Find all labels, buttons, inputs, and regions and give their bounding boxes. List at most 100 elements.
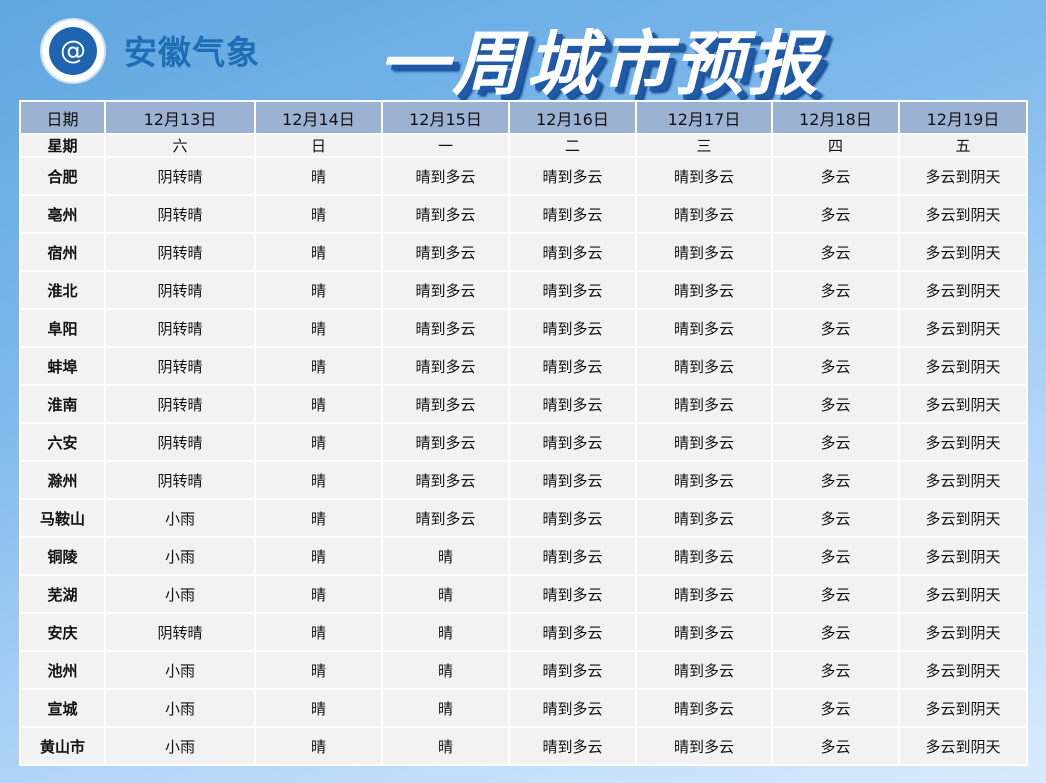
forecast-cell: 晴到多云 (508, 422, 637, 462)
forecast-cell: 晴到多云 (381, 460, 510, 500)
forecast-cell: 阴转晴 (104, 422, 256, 462)
header-date-label: 日期 (19, 100, 106, 135)
forecast-cell: 晴 (381, 574, 510, 614)
table-row: 宣城 小雨晴晴晴到多云 晴到多云 多云 多云到阴天 (19, 688, 1028, 728)
forecast-cell: 阴转晴 (104, 384, 256, 424)
forecast-cell: 晴 (381, 612, 510, 652)
forecast-cell: 小雨 (104, 574, 256, 614)
table-row: 合肥 阴转晴晴晴到多云 晴到多云 晴到多云 多云 多云到阴天 (19, 156, 1028, 196)
forecast-cell: 阴转晴 (104, 308, 256, 348)
forecast-cell: 晴 (254, 422, 383, 462)
forecast-cell: 晴到多云 (508, 232, 637, 272)
brand-name: 安徽气象 (124, 33, 260, 72)
forecast-cell: 多云 (771, 612, 900, 652)
forecast-cell: 多云 (771, 536, 900, 576)
forecast-cell: 晴到多云 (381, 498, 510, 538)
forecast-cell: 晴 (254, 156, 383, 196)
forecast-cell: 多云到阴天 (898, 422, 1028, 462)
city-name: 淮北 (19, 270, 106, 310)
forecast-cell: 晴到多云 (635, 194, 773, 234)
header-date: 12月18日 (771, 100, 900, 135)
forecast-cell: 小雨 (104, 650, 256, 690)
forecast-cell: 多云到阴天 (898, 384, 1028, 424)
forecast-cell: 晴到多云 (635, 308, 773, 348)
forecast-cell: 晴到多云 (635, 384, 773, 424)
forecast-cell: 多云 (771, 308, 900, 348)
weekday-cell: 二 (508, 133, 637, 158)
header-date: 12月15日 (381, 100, 510, 135)
forecast-cell: 多云到阴天 (898, 498, 1028, 538)
table-row: 六安 阴转晴晴晴到多云 晴到多云 晴到多云 多云 多云到阴天 (19, 422, 1028, 462)
city-name: 宣城 (19, 688, 106, 728)
table-row: 马鞍山 小雨晴晴到多云 晴到多云 晴到多云 多云 多云到阴天 (19, 498, 1028, 538)
forecast-cell: 多云到阴天 (898, 346, 1028, 386)
forecast-cell: 阴转晴 (104, 232, 256, 272)
forecast-cell: 阴转晴 (104, 156, 256, 196)
forecast-cell: 多云 (771, 156, 900, 196)
weekday-cell: 六 (104, 133, 256, 158)
weekday-cell: 日 (254, 133, 383, 158)
forecast-cell: 多云 (771, 270, 900, 310)
city-name: 滁州 (19, 460, 106, 500)
forecast-cell: 晴到多云 (635, 574, 773, 614)
forecast-cell: 阴转晴 (104, 194, 256, 234)
table-row: 阜阳 阴转晴晴晴到多云 晴到多云 晴到多云 多云 多云到阴天 (19, 308, 1028, 348)
city-name: 马鞍山 (19, 498, 106, 538)
header-date: 12月19日 (898, 100, 1028, 135)
forecast-cell: 晴到多云 (508, 574, 637, 614)
forecast-cell: 晴 (381, 650, 510, 690)
forecast-cell: 多云 (771, 346, 900, 386)
forecast-cell: 晴到多云 (635, 498, 773, 538)
forecast-cell: 多云 (771, 574, 900, 614)
table-row: 铜陵 小雨晴晴晴到多云 晴到多云 多云 多云到阴天 (19, 536, 1028, 576)
header-date: 12月14日 (254, 100, 383, 135)
forecast-cell: 晴到多云 (508, 308, 637, 348)
city-name: 安庆 (19, 612, 106, 652)
city-name: 黄山市 (19, 726, 106, 766)
forecast-cell: 晴到多云 (508, 726, 637, 766)
forecast-cell: 晴到多云 (635, 688, 773, 728)
table-row: 宿州 阴转晴晴晴到多云 晴到多云 晴到多云 多云 多云到阴天 (19, 232, 1028, 272)
forecast-cell: 多云到阴天 (898, 650, 1028, 690)
table-row: 蚌埠 阴转晴晴晴到多云 晴到多云 晴到多云 多云 多云到阴天 (19, 346, 1028, 386)
cloud-emblem-icon: @ (40, 18, 106, 84)
forecast-cell: 晴 (254, 232, 383, 272)
forecast-cell: 小雨 (104, 688, 256, 728)
forecast-cell: 多云到阴天 (898, 156, 1028, 196)
forecast-cell: 多云到阴天 (898, 194, 1028, 234)
forecast-cell: 晴 (381, 536, 510, 576)
weekday-cell: 一 (381, 133, 510, 158)
table-row: 池州 小雨晴晴晴到多云 晴到多云 多云 多云到阴天 (19, 650, 1028, 690)
forecast-cell: 晴到多云 (508, 650, 637, 690)
forecast-cell: 晴到多云 (508, 688, 637, 728)
forecast-cell: 晴到多云 (635, 422, 773, 462)
city-name: 亳州 (19, 194, 106, 234)
forecast-cell: 多云到阴天 (898, 612, 1028, 652)
forecast-cell: 晴 (254, 688, 383, 728)
header-date: 12月16日 (508, 100, 637, 135)
forecast-cell: 晴到多云 (635, 460, 773, 500)
table-row: 亳州 阴转晴晴晴到多云 晴到多云 晴到多云 多云 多云到阴天 (19, 194, 1028, 234)
city-name: 淮南 (19, 384, 106, 424)
forecast-cell: 晴 (254, 460, 383, 500)
forecast-cell: 晴 (254, 384, 383, 424)
city-name: 铜陵 (19, 536, 106, 576)
forecast-cell: 多云到阴天 (898, 688, 1028, 728)
forecast-cell: 晴到多云 (635, 650, 773, 690)
forecast-cell: 多云到阴天 (898, 726, 1028, 766)
header-date: 12月17日 (635, 100, 773, 135)
forecast-cell: 晴到多云 (508, 156, 637, 196)
page-title: 一周城市预报 (378, 23, 822, 105)
forecast-cell: 多云到阴天 (898, 232, 1028, 272)
forecast-cell: 阴转晴 (104, 346, 256, 386)
forecast-cell: 阴转晴 (104, 612, 256, 652)
forecast-cell: 晴到多云 (508, 346, 637, 386)
forecast-cell: 晴 (254, 574, 383, 614)
forecast-cell: 晴到多云 (508, 460, 637, 500)
table-row: 淮南 阴转晴晴晴到多云 晴到多云 晴到多云 多云 多云到阴天 (19, 384, 1028, 424)
forecast-cell: 晴 (254, 346, 383, 386)
forecast-cell: 晴到多云 (635, 156, 773, 196)
weekday-cell: 三 (635, 133, 773, 158)
forecast-cell: 晴到多云 (635, 612, 773, 652)
weekday-cell: 五 (898, 133, 1028, 158)
